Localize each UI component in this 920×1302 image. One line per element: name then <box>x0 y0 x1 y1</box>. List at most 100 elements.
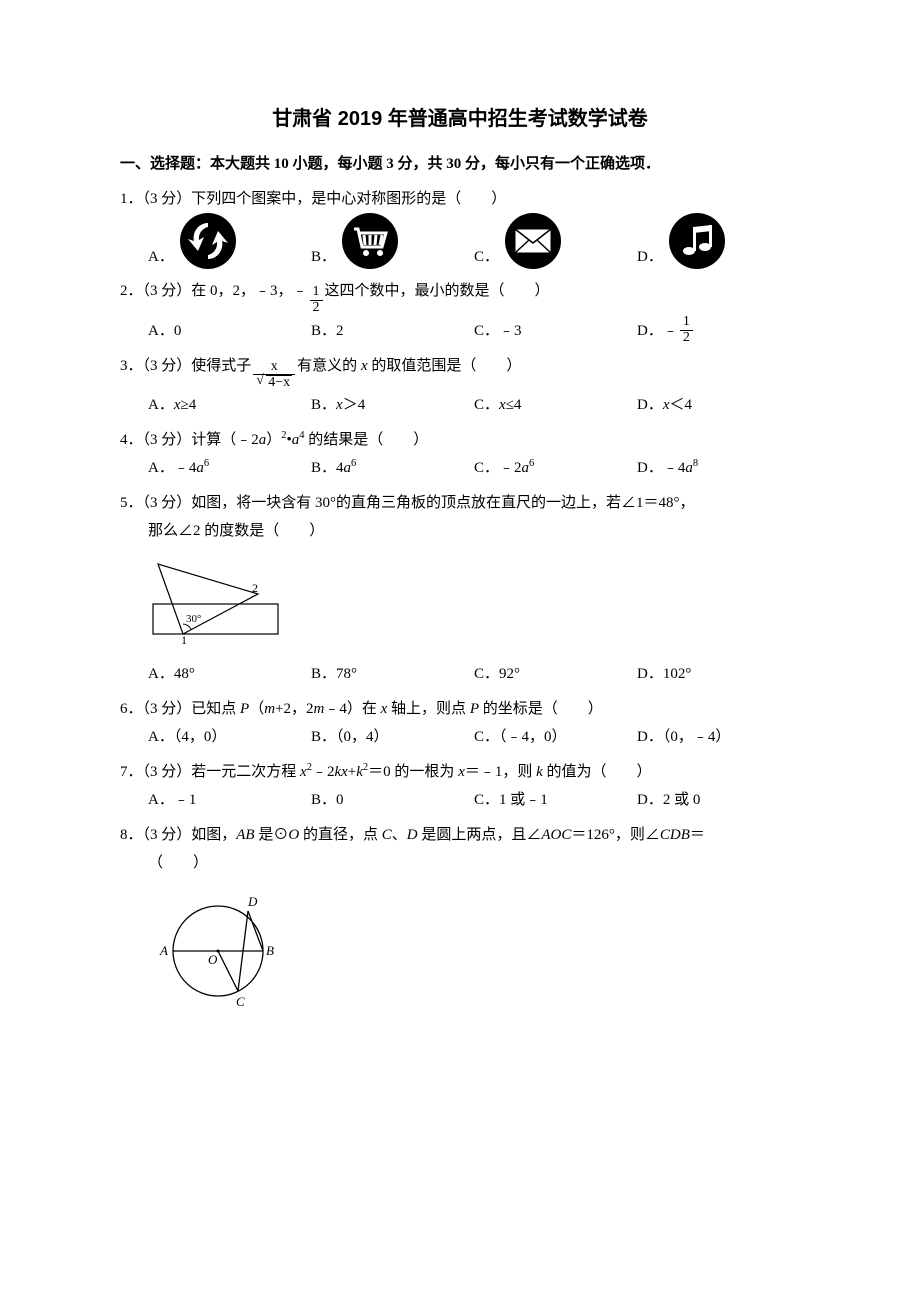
opt-label: D． <box>637 243 663 272</box>
fraction-1-2: 12 <box>680 315 693 345</box>
q1-opt-b: B． <box>311 213 474 271</box>
opt-text: D．x＜4 <box>637 391 692 420</box>
opt-text: D．﹣ <box>637 317 678 346</box>
q3-options: A．x≥4 B．x＞4 C．x≤4 D．x＜4 <box>148 391 800 420</box>
opt-text: A．0 <box>148 317 181 346</box>
q7-opt-c: C．1 或﹣1 <box>474 786 637 815</box>
opt-text: C．1 或﹣1 <box>474 786 548 815</box>
q6-opt-b: B．（0，4） <box>311 723 474 752</box>
q7-opt-a: A．﹣1 <box>148 786 311 815</box>
angle-2-label: 2 <box>252 581 258 595</box>
opt-text: A．48° <box>148 660 195 689</box>
question-5: 5．（3 分）如图，将一块含有 30°的直角三角板的顶点放在直尺的一边上，若∠1… <box>120 489 800 689</box>
question-7: 7．（3 分）若一元二次方程 x2﹣2kx+k2＝0 的一根为 x＝﹣1，则 k… <box>120 758 800 815</box>
q4-opt-b: B．4a6 <box>311 454 474 483</box>
cart-icon <box>342 213 398 269</box>
opt-text: A．x≥4 <box>148 391 196 420</box>
opt-label: B． <box>311 243 336 272</box>
q5-opt-c: C．92° <box>474 660 637 689</box>
q6-options: A．（4，0） B．（0，4） C．（﹣4，0） D．（0，﹣4） <box>148 723 800 752</box>
pt-o-label: O <box>208 952 218 967</box>
recycle-swirl-icon <box>180 213 236 269</box>
opt-text: B．2 <box>311 317 344 346</box>
opt-text: A．﹣4a6 <box>148 454 209 483</box>
frac-den: 2 <box>310 301 323 316</box>
q4-stem: 4．（3 分）计算（﹣2a）2•a4 的结果是（ ） <box>120 426 800 455</box>
q7-opt-d: D．2 或 0 <box>637 786 800 815</box>
opt-text: C．﹣3 <box>474 317 522 346</box>
pt-a-label: A <box>159 943 168 958</box>
q5-opt-a: A．48° <box>148 660 311 689</box>
q8-stem-line1: 8．（3 分）如图，AB 是⊙O 的直径，点 C、D 是圆上两点，且∠AOC＝1… <box>120 821 800 850</box>
q4-opt-c: C．﹣2a6 <box>474 454 637 483</box>
frac-den: 4−x <box>253 375 295 391</box>
q3-stem: 3．（3 分）使得式子 x 4−x 有意义的 x 的取值范围是（ ） <box>120 352 800 391</box>
angle-30-label: 30° <box>186 613 201 625</box>
opt-text: D．2 或 0 <box>637 786 700 815</box>
opt-text: C．x≤4 <box>474 391 521 420</box>
opt-label: A． <box>148 243 174 272</box>
q7-opt-b: B．0 <box>311 786 474 815</box>
question-3: 3．（3 分）使得式子 x 4−x 有意义的 x 的取值范围是（ ） A．x≥4… <box>120 352 800 420</box>
q4-opt-d: D．﹣4a8 <box>637 454 800 483</box>
question-4: 4．（3 分）计算（﹣2a）2•a4 的结果是（ ） A．﹣4a6 B．4a6 … <box>120 426 800 483</box>
q8-figure: A B C D O <box>148 886 800 1027</box>
question-2: 2．（3 分）在 0，2，﹣3，﹣ 12 这四个数中，最小的数是（ ） A．0 … <box>120 277 800 346</box>
opt-text: A．（4，0） <box>148 723 226 752</box>
envelope-icon <box>505 213 561 269</box>
q5-opt-d: D．102° <box>637 660 800 689</box>
q3-opt-a: A．x≥4 <box>148 391 311 420</box>
q6-opt-c: C．（﹣4，0） <box>474 723 637 752</box>
q5-stem-line2: 那么∠2 的度数是（ ） <box>148 517 800 546</box>
q5-figure: 30° 1 2 <box>148 554 800 655</box>
angle-1-label: 1 <box>181 633 187 644</box>
q4-opt-a: A．﹣4a6 <box>148 454 311 483</box>
q1-options: A． B． C． D． <box>148 213 800 271</box>
q6-stem: 6．（3 分）已知点 P（m+2，2m﹣4）在 x 轴上，则点 P 的坐标是（ … <box>120 695 800 724</box>
q5-opt-b: B．78° <box>311 660 474 689</box>
sqrt: 4−x <box>256 375 292 391</box>
q2-opt-c: C．﹣3 <box>474 315 637 345</box>
exam-title: 甘肃省 2019 年普通高中招生考试数学试卷 <box>120 100 800 138</box>
question-1: 1．（3 分）下列四个图案中，是中心对称图形的是（ ） A． B． C． D． <box>120 185 800 272</box>
opt-text: C．92° <box>474 660 520 689</box>
opt-text: C．﹣2a6 <box>474 454 534 483</box>
question-8: 8．（3 分）如图，AB 是⊙O 的直径，点 C、D 是圆上两点，且∠AOC＝1… <box>120 821 800 1027</box>
opt-text: A．﹣1 <box>148 786 196 815</box>
pt-c-label: C <box>236 994 245 1009</box>
q6-opt-a: A．（4，0） <box>148 723 311 752</box>
q1-opt-d: D． <box>637 213 800 271</box>
q5-stem-line1: 5．（3 分）如图，将一块含有 30°的直角三角板的顶点放在直尺的一边上，若∠1… <box>120 489 800 518</box>
frac-num: 1 <box>310 285 323 301</box>
radicand: 4−x <box>266 375 292 391</box>
q7-options: A．﹣1 B．0 C．1 或﹣1 D．2 或 0 <box>148 786 800 815</box>
q2-opt-b: B．2 <box>311 315 474 345</box>
q3-stem-pre: 3．（3 分）使得式子 <box>120 352 251 381</box>
opt-text: B．4a6 <box>311 454 356 483</box>
pt-d-label: D <box>247 894 258 909</box>
opt-text: D．（0，﹣4） <box>637 723 730 752</box>
opt-text: D．﹣4a8 <box>637 454 698 483</box>
q2-opt-a: A．0 <box>148 315 311 345</box>
q1-stem: 1．（3 分）下列四个图案中，是中心对称图形的是（ ） <box>120 185 800 214</box>
q2-options: A．0 B．2 C．﹣3 D．﹣ 12 <box>148 315 800 345</box>
q1-opt-c: C． <box>474 213 637 271</box>
q8-stem-line2: （ ） <box>148 849 800 878</box>
opt-label: C． <box>474 243 499 272</box>
opt-text: B．x＞4 <box>311 391 365 420</box>
q3-stem-post: 有意义的 x 的取值范围是（ ） <box>297 352 521 381</box>
q3-opt-b: B．x＞4 <box>311 391 474 420</box>
q2-stem: 2．（3 分）在 0，2，﹣3，﹣ 12 这四个数中，最小的数是（ ） <box>120 277 800 315</box>
q2-opt-d: D．﹣ 12 <box>637 315 800 345</box>
opt-text: B．（0，4） <box>311 723 389 752</box>
fraction-1-2: 12 <box>310 285 323 315</box>
pt-b-label: B <box>266 943 274 958</box>
frac-den: 2 <box>680 331 693 346</box>
opt-text: C．（﹣4，0） <box>474 723 567 752</box>
music-note-icon <box>669 213 725 269</box>
q5-options: A．48° B．78° C．92° D．102° <box>148 660 800 689</box>
q3-opt-c: C．x≤4 <box>474 391 637 420</box>
q6-opt-d: D．（0，﹣4） <box>637 723 800 752</box>
opt-text: B．78° <box>311 660 357 689</box>
q4-options: A．﹣4a6 B．4a6 C．﹣2a6 D．﹣4a8 <box>148 454 800 483</box>
